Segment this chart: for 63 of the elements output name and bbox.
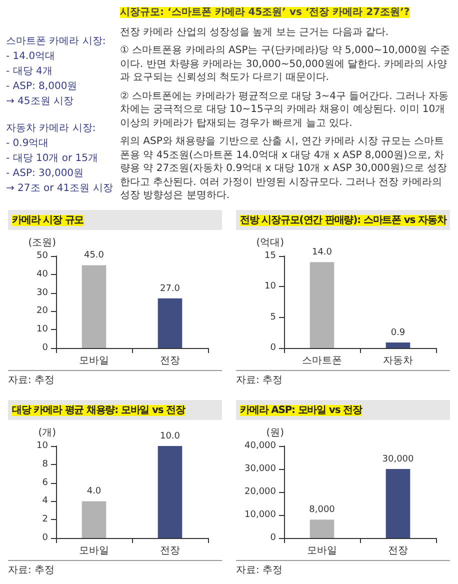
text: ② 스마트폰에는 카메라가 평균적으로 대당 3~4구 들어간다. 그러나 자동차에는 궁극적으로 대당 10~15구의 카메라 채용이 예상된다. 이미 10개 이상의 카메라가 탑재되는 경우가 빠르게 늘고 있다.	[120, 90, 450, 130]
y-tick-label: 5	[270, 312, 276, 322]
data-label: 0.9	[390, 328, 406, 338]
text: - 0.9억대	[6, 137, 50, 151]
text: → 45조원 시장	[6, 95, 74, 109]
y-axis-title: (개)	[38, 428, 56, 438]
data-label: 45.0	[84, 250, 104, 261]
text: 자료: 추정	[8, 373, 222, 387]
data-label: 30,000	[382, 454, 414, 464]
y-tick-label: 10	[264, 282, 276, 292]
chart-title: 카메라 시장 규모	[12, 215, 84, 226]
y-tick-label: 30,000	[244, 464, 276, 474]
text: - 14.0억대	[6, 50, 56, 64]
y-tick-label: 0	[270, 343, 276, 353]
y-axis-title: (억대)	[256, 238, 284, 248]
y-axis-title: (원)	[266, 428, 284, 438]
text: → 27조 or 41조원 시장	[6, 182, 114, 196]
data-label: 27.0	[160, 284, 180, 294]
y-tick-label: 40	[36, 269, 48, 280]
data-label: 10.0	[160, 432, 180, 442]
text: ① 스마트폰용 카메라의 ASP는 구(단카메라)당 약 5,000~10,000원 수준이다. 반면 차량용 카메라는 30,000~50,000원에 달한다. 카메라의 사양과 요구되는 신뢰성의 척도가 다르기 때문이다.	[120, 44, 452, 84]
data-label: 8,000	[309, 505, 336, 516]
text: 시장규모: ‘스마트폰 카메라 45조원’ vs ‘전장 카메라 27조원’?	[120, 7, 410, 18]
y-tick-label: 0	[42, 343, 48, 353]
y-tick-label: 10	[36, 441, 48, 451]
data-label: 14.0	[312, 248, 332, 258]
x-tick-label: 모바일	[307, 546, 337, 556]
y-tick-label: 4	[42, 496, 48, 506]
text: 위의 ASP와 채용량을 기반으로 산출 시, 연간 카메라 시장 규모는 스마트폰용 약 45조원(스마트폰 14.0억대 x 대당 4개 x ASP 8,000원)으로, 차량용 약 27조원(자동차 0.9억대 x 대당 10개 x ASP 30,000원)으로 성장한다고 추산된다. 여러 가정이 반영된 시장규모다. 그러나 전장 카메라의 성장 방향성은 분명하다.	[120, 135, 448, 202]
x-tick-label: 전장	[388, 546, 408, 556]
y-tick-label: 10	[36, 324, 48, 335]
y-tick-label: 8	[42, 459, 48, 470]
y-tick-label: 20,000	[244, 487, 276, 497]
data-label: 4.0	[86, 486, 102, 497]
text: 전장 카메라 산업의 성장성을 높게 보는 근거는 다음과 같다.	[120, 26, 390, 39]
text: - ASP: 8,000원	[6, 80, 78, 94]
x-tick-label: 자동차	[383, 356, 413, 366]
y-tick-label: 40,000	[244, 441, 276, 451]
x-tick-label: 스마트폰	[302, 356, 342, 366]
text: 자료: 추정	[8, 563, 222, 577]
x-tick-label: 모바일	[79, 356, 109, 366]
x-tick-label: 전장	[160, 356, 180, 366]
y-tick-label: 30	[36, 288, 48, 298]
y-tick-label: 15	[264, 251, 276, 261]
x-tick-label: 전장	[160, 546, 180, 556]
text: 자동차 카메라 시장:	[6, 122, 97, 136]
text: - ASP: 30,000원	[6, 167, 85, 181]
text: - 대당 4개	[6, 65, 54, 79]
text: 자료: 추정	[236, 373, 450, 387]
y-tick-label: 20	[36, 306, 48, 316]
y-tick-label: 0	[42, 533, 48, 543]
chart-title: 카메라 ASP: 모바일 vs 전장	[240, 405, 362, 416]
y-tick-label: 2	[42, 514, 48, 525]
y-tick-label: 10,000	[244, 510, 276, 520]
y-tick-label: 0	[270, 533, 276, 543]
chart-title: 대당 카메라 평균 채용량: 모바일 vs 전장	[12, 405, 185, 416]
x-tick-label: 모바일	[79, 546, 109, 556]
text: - 대당 10개 or 15개	[6, 152, 100, 166]
y-tick-label: 50	[36, 251, 48, 261]
text: 자료: 추정	[236, 563, 450, 577]
y-axis-title: (조원)	[28, 238, 56, 248]
y-tick-label: 6	[42, 478, 48, 488]
text: 스마트폰 카메라 시장:	[6, 35, 107, 49]
